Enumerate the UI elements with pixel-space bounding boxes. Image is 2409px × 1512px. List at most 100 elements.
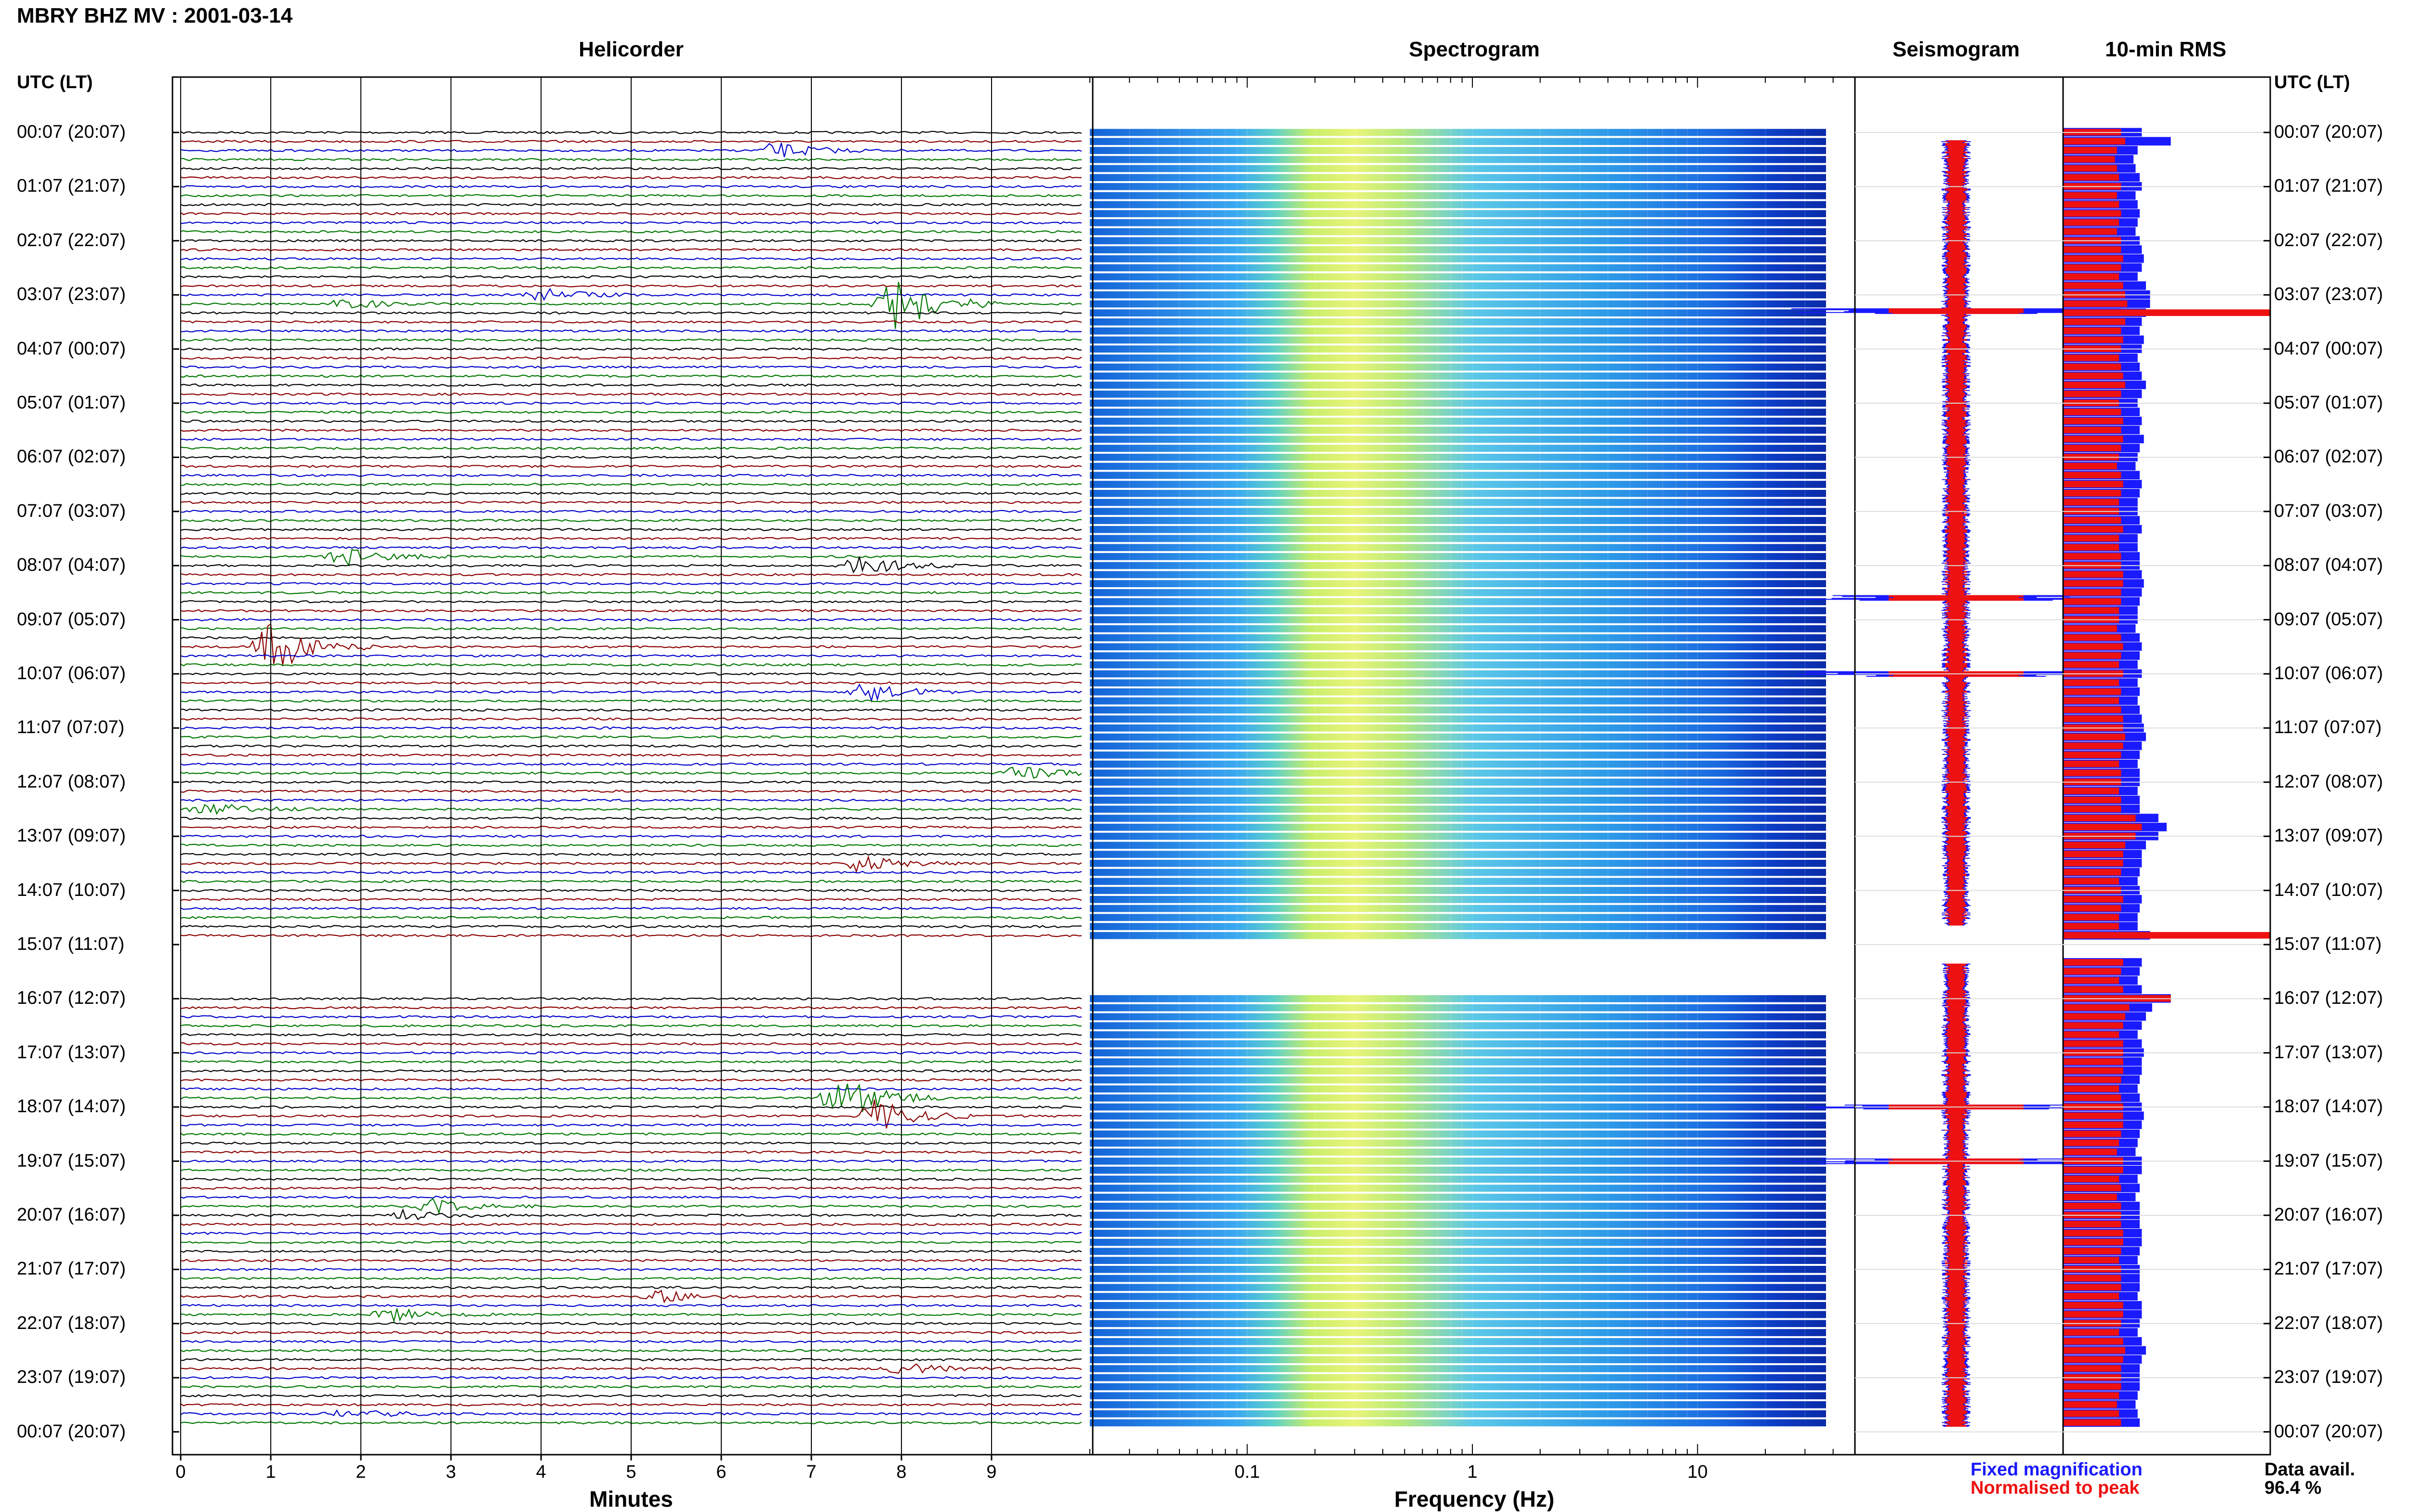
rms-bar-normalised [2063,634,2121,641]
time-label-left: 04:07 (00:07) [17,338,126,359]
rms-bar-normalised [2063,201,2119,208]
time-label-left: 09:07 (05:07) [17,609,126,630]
rms-bar-normalised [2063,363,2121,370]
spectrogram-row [1090,1085,1826,1093]
time-label-left: 02:07 (22:07) [17,230,126,250]
legend-fixed-magnification: Fixed magnification [1971,1459,2143,1480]
spectrogram-row [1090,1347,1826,1354]
spectrogram-row [1090,607,1826,615]
rms-bar-normalised [2063,878,2119,885]
rms-bar-normalised [2063,490,2121,497]
minute-tick-label: 7 [806,1462,817,1482]
rms-bar-normalised [2063,327,2121,334]
spectrogram-row [1090,345,1826,353]
minute-tick-label: 2 [356,1462,366,1482]
rms-bar-normalised [2063,742,2123,749]
spectrogram-row [1090,778,1826,786]
time-label-right: 04:07 (00:07) [2274,338,2383,359]
rms-bar-normalised [2063,264,2121,271]
rms-bar-normalised [2063,174,2119,181]
rms-bar-normalised [2063,219,2119,226]
rms-bar-normalised [2063,472,2121,479]
time-label-right: 23:07 (19:07) [2274,1367,2383,1388]
rms-bar-normalised [2063,336,2123,343]
spectrogram-row [1090,697,1826,705]
rms-bar-normalised [2063,544,2119,551]
spectrogram-title: Spectrogram [1409,38,1540,61]
spectrogram-row [1090,860,1826,867]
spectrogram-row [1090,1094,1826,1102]
rms-bar-normalised [2063,1356,2123,1363]
time-label-left: 08:07 (04:07) [17,555,126,576]
spectrogram-row [1090,237,1826,245]
time-label-right: 08:07 (04:07) [2274,555,2383,576]
time-label-right: 05:07 (01:07) [2274,393,2383,413]
spectrogram-row [1090,264,1826,272]
rms-bar-normalised [2063,715,2123,722]
data-availability-label: Data avail. [2264,1459,2355,1480]
spectrogram-row [1090,300,1826,308]
rms-bar-normalised [2063,499,2119,506]
spectrogram-row [1090,1284,1826,1291]
rms-bar-normalised [2063,553,2121,560]
spectrogram-row [1090,580,1826,587]
rms-bar-normalised [2063,571,2123,578]
rms-bar-normalised [2063,923,2119,930]
rms-bar-normalised [2063,824,2142,830]
rms-bar-normalised [2063,1275,2121,1282]
spectrogram-row [1090,1103,1826,1111]
spectrogram-row [1090,291,1826,299]
spectrogram-row [1090,887,1826,894]
rms-bar-normalised [2063,318,2125,325]
rms-bar-normalised [2063,355,2119,361]
rms-bar-normalised [2063,1194,2117,1200]
legend-normalised-to-peak: Normalised to peak [1971,1478,2140,1498]
time-label-right: 14:07 (10:07) [2274,880,2383,900]
time-label-right: 03:07 (23:07) [2274,284,2383,305]
time-label-right: 20:07 (16:07) [2274,1205,2383,1225]
spectrogram-row [1090,309,1826,316]
spectrogram-row [1090,445,1826,452]
time-label-left: 19:07 (15:07) [17,1150,126,1171]
spectrogram-row [1090,652,1826,659]
spectrogram-row [1090,742,1826,750]
spectrogram-row [1090,1211,1826,1219]
spectrogram-row [1090,1374,1826,1381]
spectrogram-row [1090,1202,1826,1210]
spectrogram-row [1090,679,1826,687]
spectrogram-row [1090,1157,1826,1165]
spectrogram-row [1090,1067,1826,1075]
data-availability-value: 96.4 % [2264,1478,2322,1498]
time-label-left: 22:07 (18:07) [17,1313,126,1333]
rms-bar-normalised [2063,932,2270,939]
rms-bar-normalised [2063,598,2121,605]
minute-tick-label: 6 [716,1462,727,1482]
spectrogram-row [1090,751,1826,759]
rms-bar-normalised [2063,688,2121,695]
time-label-right: 09:07 (05:07) [2274,609,2383,630]
rms-bar-normalised [2063,1302,2123,1309]
spectrogram-row [1090,1131,1826,1138]
rms-bar-normalised [2063,210,2121,217]
spectrogram-row [1090,138,1826,145]
spectrogram-row [1090,1365,1826,1372]
rms-bar-normalised [2063,706,2121,713]
rms-bar-normalised [2063,435,2123,443]
time-label-right: 07:07 (03:07) [2274,500,2383,521]
rms-bar-normalised [2063,959,2123,966]
spectrogram-row [1090,914,1826,921]
rms-bar-normalised [2063,381,2125,388]
spectrogram-row [1090,1112,1826,1120]
rms-bar-normalised [2063,986,2123,993]
rms-bar-normalised [2063,1365,2121,1372]
rms-bar-normalised [2063,1076,2121,1083]
spectrogram-row [1090,724,1826,732]
rms-bar-normalised [2063,905,2121,912]
rms-bar-normalised [2063,1248,2121,1255]
rms-bar-normalised [2063,1238,2123,1246]
rms-bar-normalised [2063,228,2117,235]
spectrogram-row [1090,418,1826,425]
spectrogram-row [1090,1058,1826,1065]
spectrogram-row [1090,1257,1826,1264]
spectrogram-row [1090,499,1826,506]
